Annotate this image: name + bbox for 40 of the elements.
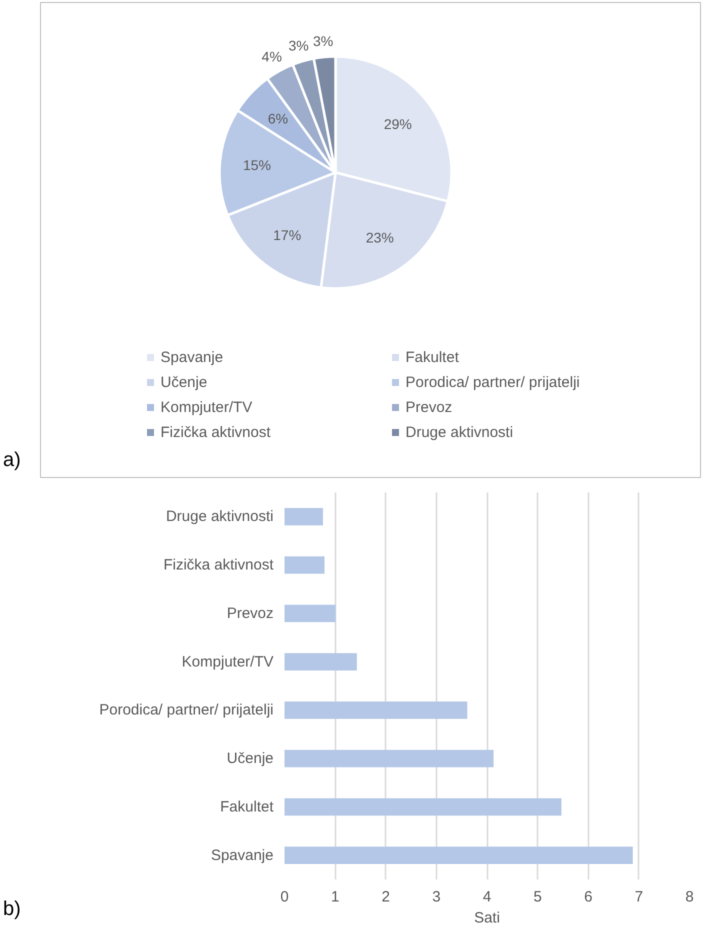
text: a) xyxy=(3,448,21,474)
y-tick-label: Druge aktivnosti xyxy=(166,508,274,526)
y-tick-label: Porodica/ partner/ prijatelji xyxy=(99,702,274,719)
y-tick-label: Učenje xyxy=(226,750,274,768)
legend-label: Porodica/ partner/ prijatelji xyxy=(406,374,580,391)
x-tick-label: 3 xyxy=(432,888,441,906)
x-tick-label: 7 xyxy=(634,888,644,906)
legend-label: Fakultet xyxy=(406,349,460,366)
x-tick-label: 2 xyxy=(382,888,390,906)
y-tick-label: Spavanje xyxy=(210,846,274,864)
legend-label: Druge aktivnosti xyxy=(406,424,514,441)
y-tick-label: Prevoz xyxy=(226,604,274,622)
x-axis-title: Sati xyxy=(474,910,500,926)
bar xyxy=(284,750,494,768)
legend-label: Prevoz xyxy=(406,399,452,416)
data-label: 29% xyxy=(384,116,412,132)
data-label: 17% xyxy=(273,226,302,243)
data-label: 23% xyxy=(366,230,394,246)
data-label: 3% xyxy=(312,32,334,49)
data-label: 3% xyxy=(288,38,309,54)
x-tick-label: 8 xyxy=(685,888,694,906)
bar xyxy=(284,604,336,622)
data-label: 6% xyxy=(268,110,288,127)
text: b) xyxy=(3,897,21,922)
data-label: 4% xyxy=(262,48,282,65)
bar xyxy=(284,508,323,526)
x-tick-label: 6 xyxy=(584,888,592,906)
y-tick-label: Kompjuter/TV xyxy=(182,653,274,670)
y-tick-label: Fizička aktivnost xyxy=(163,556,274,574)
bar xyxy=(284,556,324,574)
x-tick-label: 4 xyxy=(482,888,492,906)
x-tick-label: 1 xyxy=(330,888,340,906)
data-label: 15% xyxy=(242,157,271,174)
x-tick-label: 0 xyxy=(280,888,289,906)
bar xyxy=(284,653,357,671)
bar xyxy=(284,798,562,816)
x-tick-label: 5 xyxy=(533,888,542,906)
y-tick-label: Fakultet xyxy=(220,798,274,816)
bar xyxy=(284,701,468,719)
bar xyxy=(284,846,633,864)
